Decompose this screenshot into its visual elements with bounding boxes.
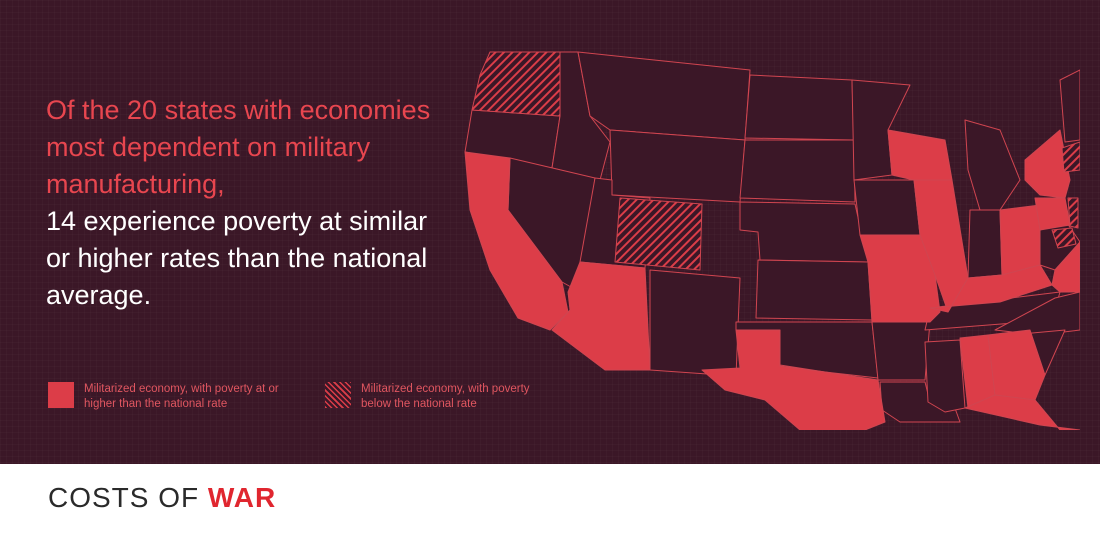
headline-accent: Of the 20 states with economies most dep…	[46, 95, 431, 199]
legend-item-hatched: Militarized economy, with poverty below …	[325, 382, 561, 412]
state-california	[464, 151, 569, 331]
map-states-at-or-above	[464, 129, 1080, 430]
map-states-below	[471, 51, 1080, 271]
legend-solid-swatch	[48, 382, 74, 408]
brand-logo: COSTS OF WAR	[48, 482, 276, 514]
state-kentucky	[929, 264, 1053, 313]
state-georgia	[987, 329, 1046, 401]
state-colorado	[614, 197, 703, 271]
state-arizona	[551, 261, 651, 371]
state-pennsylvania	[1034, 197, 1071, 231]
map-base-states	[464, 51, 1080, 423]
footer: COSTS OF WAR	[0, 464, 1100, 533]
state-maryland	[1051, 227, 1077, 249]
state-ohio	[999, 204, 1041, 276]
state-florida	[964, 394, 1080, 430]
state-washington	[471, 51, 561, 117]
infographic-panel: Of the 20 states with economies most dep…	[0, 0, 1100, 464]
state-wisconsin	[887, 129, 953, 181]
legend-hatched-swatch	[325, 382, 351, 408]
state-connecticut-massachusetts	[1061, 141, 1080, 173]
legend-hatched-label: Militarized economy, with poverty below …	[361, 383, 530, 410]
legend-solid-label: Militarized economy, with poverty at or …	[84, 383, 279, 410]
state-new-jersey	[1067, 197, 1079, 229]
brand-light: COSTS OF	[48, 482, 200, 513]
legend-item-solid: Militarized economy, with poverty at or …	[48, 382, 284, 412]
state-virginia	[1051, 241, 1080, 293]
us-map	[464, 51, 1080, 430]
state-texas	[701, 329, 886, 430]
headline-plain: 14 experience poverty at similar or high…	[46, 205, 428, 310]
headline: Of the 20 states with economies most dep…	[46, 92, 436, 314]
brand-bold: WAR	[207, 482, 277, 513]
